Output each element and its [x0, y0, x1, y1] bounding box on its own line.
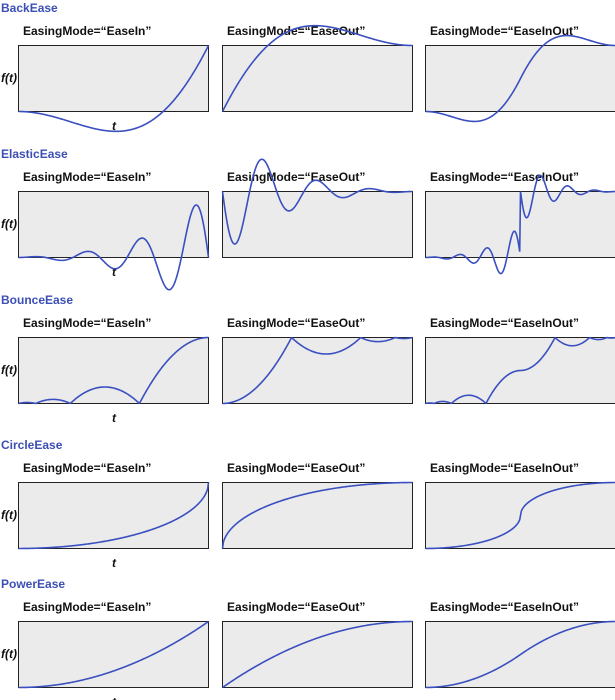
bounceease-x-axis-label: t	[112, 411, 117, 425]
powerease-ease-out-curve	[222, 620, 413, 689]
backease-ease-in-out-mode-label: EasingMode=“EaseInOut”	[430, 24, 579, 38]
elasticease-title: ElasticEase	[1, 147, 68, 161]
circleease-ease-in-out-curve	[425, 481, 615, 550]
elasticease-ease-in-out-curve	[425, 174, 615, 275]
bounceease-ease-in-curve	[18, 336, 209, 405]
powerease-title: PowerEase	[1, 577, 65, 591]
elasticease-ease-in-mode-label: EasingMode=“EaseIn”	[23, 170, 151, 184]
powerease-ease-in-curve	[18, 620, 209, 689]
powerease-ease-in-out-curve	[425, 620, 615, 689]
circleease-ease-in-mode-label: EasingMode=“EaseIn”	[23, 461, 151, 475]
backease-x-axis-label: t	[112, 119, 117, 133]
backease-ease-out-plot-area	[222, 45, 413, 112]
circleease-ease-in-plot-area	[18, 482, 209, 549]
powerease-ease-in-out-mode-label: EasingMode=“EaseInOut”	[430, 600, 579, 614]
backease-ease-in-plot-area	[18, 45, 209, 112]
bounceease-ease-out-mode-label: EasingMode=“EaseOut”	[227, 316, 365, 330]
powerease-x-axis-label: t	[112, 695, 117, 700]
circleease-ease-out-curve	[221, 481, 413, 549]
elasticease-ease-in-curve	[18, 204, 210, 291]
powerease-ease-out-plot-area	[222, 621, 413, 688]
circleease-x-axis-label: t	[112, 556, 117, 570]
circleease-title: CircleEase	[1, 438, 63, 452]
bounceease-ease-in-plot-area	[18, 337, 209, 404]
elasticease-y-axis-label: f(t)	[1, 217, 17, 231]
circleease-y-axis-label: f(t)	[1, 508, 17, 522]
powerease-ease-in-mode-label: EasingMode=“EaseIn”	[23, 600, 151, 614]
bounceease-ease-out-plot-area	[222, 337, 413, 404]
backease-ease-out-curve	[221, 24, 413, 112]
circleease-ease-in-curve	[18, 482, 210, 550]
elasticease-ease-out-curve	[221, 158, 413, 245]
backease-ease-in-curve	[18, 45, 210, 133]
backease-ease-in-out-curve	[425, 34, 615, 123]
elasticease-x-axis-label: t	[112, 265, 117, 279]
powerease-y-axis-label: f(t)	[1, 647, 17, 661]
elasticease-ease-in-out-mode-label: EasingMode=“EaseInOut”	[430, 170, 579, 184]
bounceease-ease-in-out-curve	[425, 336, 615, 405]
backease-y-axis-label: f(t)	[1, 71, 17, 85]
elasticease-ease-out-plot-area	[222, 191, 413, 258]
backease-ease-in-mode-label: EasingMode=“EaseIn”	[23, 24, 151, 38]
bounceease-title: BounceEase	[1, 293, 73, 307]
powerease-ease-out-mode-label: EasingMode=“EaseOut”	[227, 600, 365, 614]
bounceease-ease-in-mode-label: EasingMode=“EaseIn”	[23, 316, 151, 330]
bounceease-ease-in-out-mode-label: EasingMode=“EaseInOut”	[430, 316, 579, 330]
backease-title: BackEase	[1, 1, 58, 15]
powerease-ease-in-plot-area	[18, 621, 209, 688]
circleease-ease-in-out-mode-label: EasingMode=“EaseInOut”	[430, 461, 579, 475]
bounceease-ease-out-curve	[222, 336, 413, 405]
circleease-ease-out-mode-label: EasingMode=“EaseOut”	[227, 461, 365, 475]
circleease-ease-out-plot-area	[222, 482, 413, 549]
bounceease-y-axis-label: f(t)	[1, 363, 17, 377]
elasticease-ease-in-plot-area	[18, 191, 209, 258]
elasticease-ease-out-mode-label: EasingMode=“EaseOut”	[227, 170, 365, 184]
